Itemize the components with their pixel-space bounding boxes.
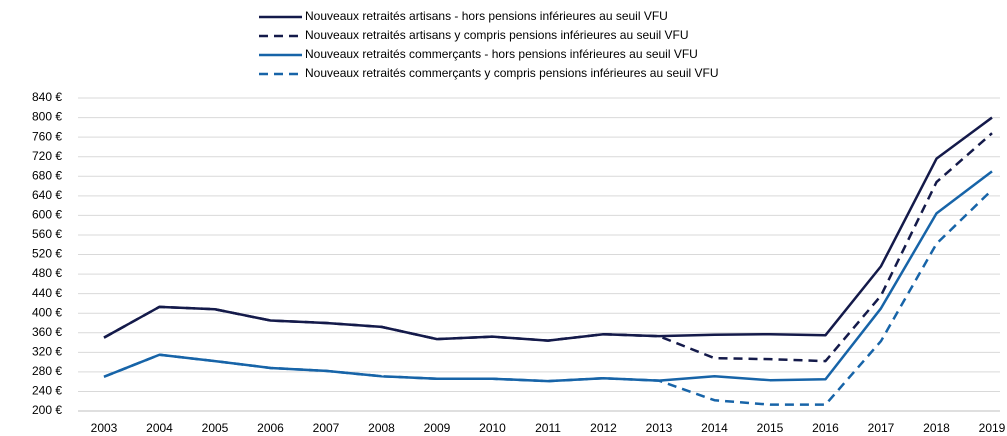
legend-label: Nouveaux retraités commerçants y compris… (305, 66, 719, 80)
y-tick-label: 800 € (32, 110, 62, 124)
series-line (103, 170, 993, 383)
y-tick-label: 520 € (32, 247, 62, 261)
y-tick-label: 240 € (32, 384, 62, 398)
x-tick-label: 2005 (202, 421, 229, 435)
x-tick-label: 2016 (812, 421, 839, 435)
y-tick-label: 720 € (32, 149, 62, 163)
x-tick-label: 2003 (91, 421, 118, 435)
x-tick-label: 2012 (590, 421, 617, 435)
series-line (103, 116, 993, 342)
y-tick-label: 200 € (32, 403, 62, 417)
x-tick-label: 2014 (701, 421, 728, 435)
y-tick-label: 600 € (32, 208, 62, 222)
legend-label: Nouveaux retraités commerçants - hors pe… (305, 47, 698, 61)
y-tick-label: 760 € (32, 129, 62, 143)
x-tick-label: 2007 (313, 421, 340, 435)
series-line (103, 189, 993, 406)
y-tick-label: 840 € (32, 90, 62, 104)
y-tick-label: 440 € (32, 286, 62, 300)
x-tick-label: 2006 (257, 421, 284, 435)
legend-label: Nouveaux retraités artisans - hors pensi… (305, 9, 668, 23)
y-tick-label: 280 € (32, 364, 62, 378)
y-tick-label: 480 € (32, 266, 62, 280)
x-tick-label: 2010 (479, 421, 506, 435)
x-tick-label: 2017 (868, 421, 895, 435)
y-tick-label: 640 € (32, 188, 62, 202)
y-tick-label: 560 € (32, 227, 62, 241)
x-tick-label: 2004 (146, 421, 173, 435)
x-tick-label: 2018 (923, 421, 950, 435)
y-tick-label: 400 € (32, 305, 62, 319)
y-tick-label: 320 € (32, 344, 62, 358)
x-tick-label: 2019 (979, 421, 1006, 435)
legend-label: Nouveaux retraités artisans y compris pe… (305, 28, 689, 42)
x-tick-label: 2015 (757, 421, 784, 435)
x-tick-label: 2009 (424, 421, 451, 435)
x-tick-label: 2008 (368, 421, 395, 435)
series-line (103, 132, 993, 363)
x-tick-label: 2011 (535, 421, 561, 435)
y-tick-label: 680 € (32, 168, 62, 182)
y-tick-label: 360 € (32, 325, 62, 339)
x-tick-label: 2013 (646, 421, 673, 435)
